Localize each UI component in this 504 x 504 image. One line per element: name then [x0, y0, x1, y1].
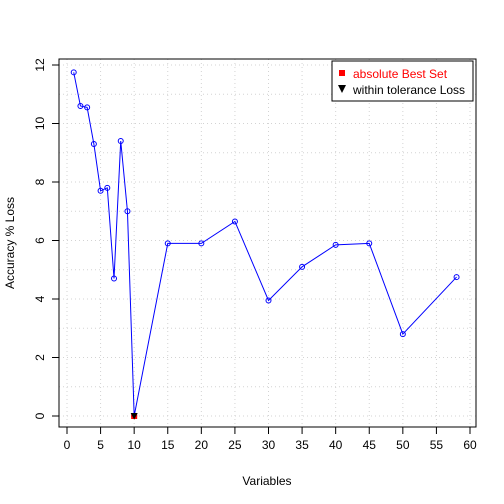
data-point: [332, 241, 339, 248]
x-axis-title: Variables: [242, 474, 291, 488]
legend: absolute Best Set within tolerance Loss: [331, 60, 474, 102]
special-markers: [130, 413, 138, 420]
data-point: [164, 240, 171, 247]
x-tick-label: 35: [295, 438, 309, 452]
y-tick-label: 4: [33, 295, 47, 302]
data-point: [84, 104, 91, 111]
x-tick-label: 20: [195, 438, 209, 452]
y-tick-label: 6: [33, 237, 47, 244]
data-point: [117, 138, 124, 145]
data-point: [111, 275, 118, 282]
y-tick-label: 12: [33, 58, 47, 72]
legend-triangle-symbol: [338, 85, 346, 93]
x-tick-label: 0: [64, 438, 71, 452]
data-point: [366, 240, 373, 247]
x-tick-label: 15: [161, 438, 175, 452]
data-point: [70, 69, 77, 76]
legend-label-absolute-best-set: absolute Best Set: [353, 67, 448, 81]
data-point: [77, 102, 84, 109]
legend-label-within-tolerance-loss: within tolerance Loss: [352, 83, 465, 97]
data-point: [198, 240, 205, 247]
legend-box: [331, 60, 474, 102]
data-point: [453, 274, 460, 281]
y-axis: 0 2 4 6 8 10 12: [33, 58, 59, 419]
data-point: [231, 218, 238, 225]
tolerance-marker: [130, 413, 138, 420]
legend-square-symbol: [339, 70, 345, 76]
data-point: [90, 140, 97, 147]
x-tick-label: 60: [463, 438, 477, 452]
data-point: [399, 331, 406, 338]
y-tick-label: 8: [33, 178, 47, 185]
data-point: [265, 297, 272, 304]
x-tick-label: 45: [363, 438, 377, 452]
x-tick-label: 5: [97, 438, 104, 452]
y-tick-label: 10: [33, 117, 47, 131]
data-point: [104, 184, 111, 191]
y-tick-label: 0: [33, 412, 47, 419]
x-tick-label: 10: [127, 438, 141, 452]
x-axis: 0 5 10 15 20 25 30 35 40 45 50 55 60: [64, 427, 477, 452]
y-tick-label: 2: [33, 354, 47, 361]
x-tick-label: 40: [329, 438, 343, 452]
data-points: [70, 69, 460, 419]
x-tick-label: 30: [262, 438, 276, 452]
plot-frame: [58, 58, 477, 428]
x-tick-label: 25: [228, 438, 242, 452]
data-point: [97, 187, 104, 194]
x-tick-label: 55: [430, 438, 444, 452]
x-tick-label: 50: [396, 438, 410, 452]
data-point: [124, 208, 131, 215]
data-point: [299, 263, 306, 270]
y-axis-title: Accuracy % Loss: [3, 197, 17, 289]
